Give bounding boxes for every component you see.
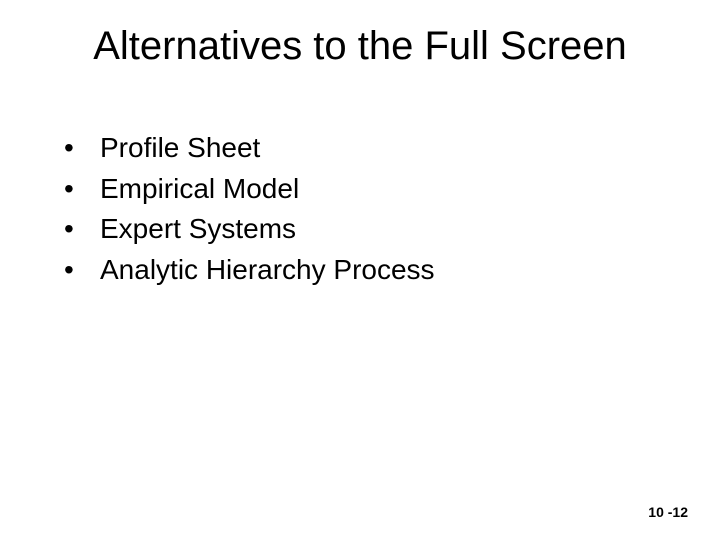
- bullet-text: Analytic Hierarchy Process: [100, 254, 435, 285]
- list-item: • Expert Systems: [60, 209, 660, 250]
- list-item: • Empirical Model: [60, 169, 660, 210]
- bullet-list: • Profile Sheet • Empirical Model • Expe…: [60, 128, 660, 290]
- bullet-icon: •: [64, 209, 74, 250]
- slide-body: • Profile Sheet • Empirical Model • Expe…: [60, 128, 660, 290]
- bullet-text: Profile Sheet: [100, 132, 260, 163]
- list-item: • Analytic Hierarchy Process: [60, 250, 660, 291]
- bullet-icon: •: [64, 250, 74, 291]
- bullet-icon: •: [64, 169, 74, 210]
- slide-title: Alternatives to the Full Screen: [0, 24, 720, 69]
- list-item: • Profile Sheet: [60, 128, 660, 169]
- bullet-text: Empirical Model: [100, 173, 299, 204]
- slide-number: 10 -12: [648, 504, 688, 520]
- bullet-text: Expert Systems: [100, 213, 296, 244]
- bullet-icon: •: [64, 128, 74, 169]
- slide: Alternatives to the Full Screen • Profil…: [0, 0, 720, 540]
